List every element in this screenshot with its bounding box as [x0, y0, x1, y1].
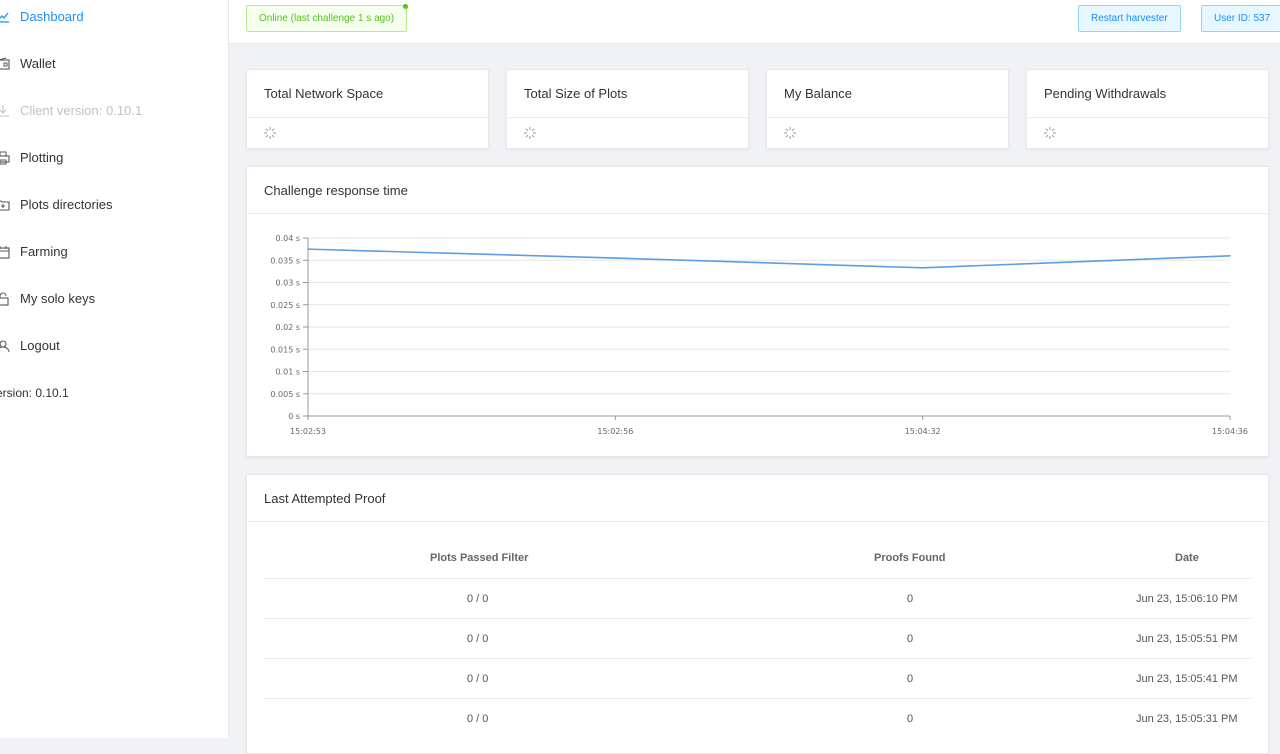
divider	[247, 117, 488, 118]
stat-card-network-space: Total Network Space	[246, 69, 489, 149]
app-version: ersion: 0.10.1	[0, 386, 69, 400]
proof-title: Last Attempted Proof	[264, 491, 386, 506]
column-header-proofs-found: Proofs Found	[874, 552, 946, 564]
stat-title: My Balance	[784, 86, 852, 101]
loading-spinner-icon	[784, 127, 796, 139]
top-bar: Online (last challenge 1 s ago) Restart …	[229, 0, 1280, 44]
data-point	[1229, 255, 1231, 257]
proofs-found-cell: 0	[907, 673, 914, 685]
challenge-response-card: Challenge response time 0 s 0.005 s 0.01 s…	[246, 166, 1269, 457]
row-divider	[264, 658, 1252, 659]
restart-harvester-button[interactable]: Restart harvester	[1078, 5, 1181, 32]
column-header-date: Date	[1175, 552, 1199, 564]
proofs-found-cell: 0	[907, 713, 914, 725]
divider	[247, 213, 1268, 214]
divider	[247, 521, 1268, 522]
online-status-badge: Online (last challenge 1 s ago)	[246, 4, 409, 32]
proofs-found-cell: 0	[907, 593, 914, 605]
date-cell: Jun 23, 15:05:41 PM	[1136, 673, 1238, 685]
x-tick-label: 15:02:53	[290, 427, 326, 436]
date-cell: Jun 23, 15:06:10 PM	[1136, 593, 1238, 605]
data-point	[307, 248, 309, 250]
sidebar-item-label: My solo keys	[20, 291, 96, 306]
user-id-button[interactable]: User ID: 537	[1201, 5, 1280, 32]
date-cell: Jun 23, 15:05:51 PM	[1136, 633, 1238, 645]
stat-card-balance: My Balance	[766, 69, 1009, 149]
stat-card-plots-size: Total Size of Plots	[506, 69, 749, 149]
plots-passed-cell: 0 / 0	[467, 713, 489, 725]
row-divider	[264, 618, 1252, 619]
sidebar-item-label: Plots directories	[20, 197, 113, 212]
sidebar-item-label: Farming	[20, 244, 68, 259]
chart-title: Challenge response time	[264, 183, 408, 198]
plots-passed-cell: 0 / 0	[467, 633, 489, 645]
y-tick-label: 0.02 s	[275, 323, 300, 332]
divider	[1027, 117, 1268, 118]
response-time-chart: 0 s 0.005 s 0.01 s 0.015 s 0.02 s 0.025 s 0.03…	[270, 234, 1248, 436]
user-icon	[0, 340, 10, 353]
divider	[767, 117, 1008, 118]
proofs-found-cell: 0	[907, 633, 914, 645]
x-tick-label: 15:04:36	[1212, 427, 1248, 436]
data-point	[921, 267, 924, 269]
loading-spinner-icon	[524, 127, 536, 139]
sidebar-item-label: Wallet	[20, 56, 56, 71]
status-dot	[403, 4, 409, 9]
sidebar-item-label: Plotting	[20, 150, 64, 165]
row-divider	[264, 698, 1252, 699]
y-tick-label: 0.015 s	[270, 345, 300, 354]
sidebar-item-label: Logout	[20, 338, 60, 353]
y-tick-label: 0 s	[288, 412, 300, 421]
download-icon	[0, 105, 9, 117]
response-time-series-line	[307, 248, 1231, 269]
y-tick-label: 0.025 s	[270, 301, 300, 310]
y-tick-label: 0.04 s	[275, 234, 300, 243]
wallet-icon	[0, 57, 10, 70]
sidebar-item-label: Dashboard	[20, 9, 84, 24]
sidebar-item-label: Client version: 0.10.1	[20, 103, 143, 118]
y-tick-label: 0.035 s	[270, 256, 300, 265]
loading-spinner-icon	[1044, 127, 1056, 139]
printer-icon	[0, 151, 10, 165]
x-tick-label: 15:04:32	[905, 427, 941, 436]
y-tick-label: 0.03 s	[275, 279, 300, 288]
stat-title: Total Network Space	[264, 86, 384, 101]
plots-passed-cell: 0 / 0	[467, 593, 489, 605]
online-status-text: Online (last challenge 1 s ago)	[259, 13, 395, 24]
sidebar: Dashboard Wallet Client version: 0.10.1 …	[0, 0, 229, 738]
stat-card-pending-withdrawals: Pending Withdrawals	[1026, 69, 1269, 149]
y-tick-label: 0.01 s	[275, 368, 300, 377]
last-attempted-proof-card: Last Attempted Proof Plots Passed Filter…	[246, 474, 1269, 754]
stat-title: Total Size of Plots	[524, 86, 628, 101]
divider	[507, 117, 748, 118]
loading-spinner-icon	[264, 127, 276, 139]
calendar-icon	[0, 246, 10, 259]
row-divider	[264, 578, 1252, 579]
y-tick-label: 0.005 s	[270, 390, 300, 399]
stat-title: Pending Withdrawals	[1044, 86, 1167, 101]
unlock-icon	[0, 292, 9, 306]
column-header-plots-passed: Plots Passed Filter	[430, 552, 529, 564]
x-tick-label: 15:02:56	[597, 427, 633, 436]
folder-add-icon	[0, 200, 10, 211]
date-cell: Jun 23, 15:05:31 PM	[1136, 713, 1238, 725]
line-chart-icon	[0, 12, 9, 23]
plots-passed-cell: 0 / 0	[467, 673, 489, 685]
data-point	[614, 257, 617, 259]
